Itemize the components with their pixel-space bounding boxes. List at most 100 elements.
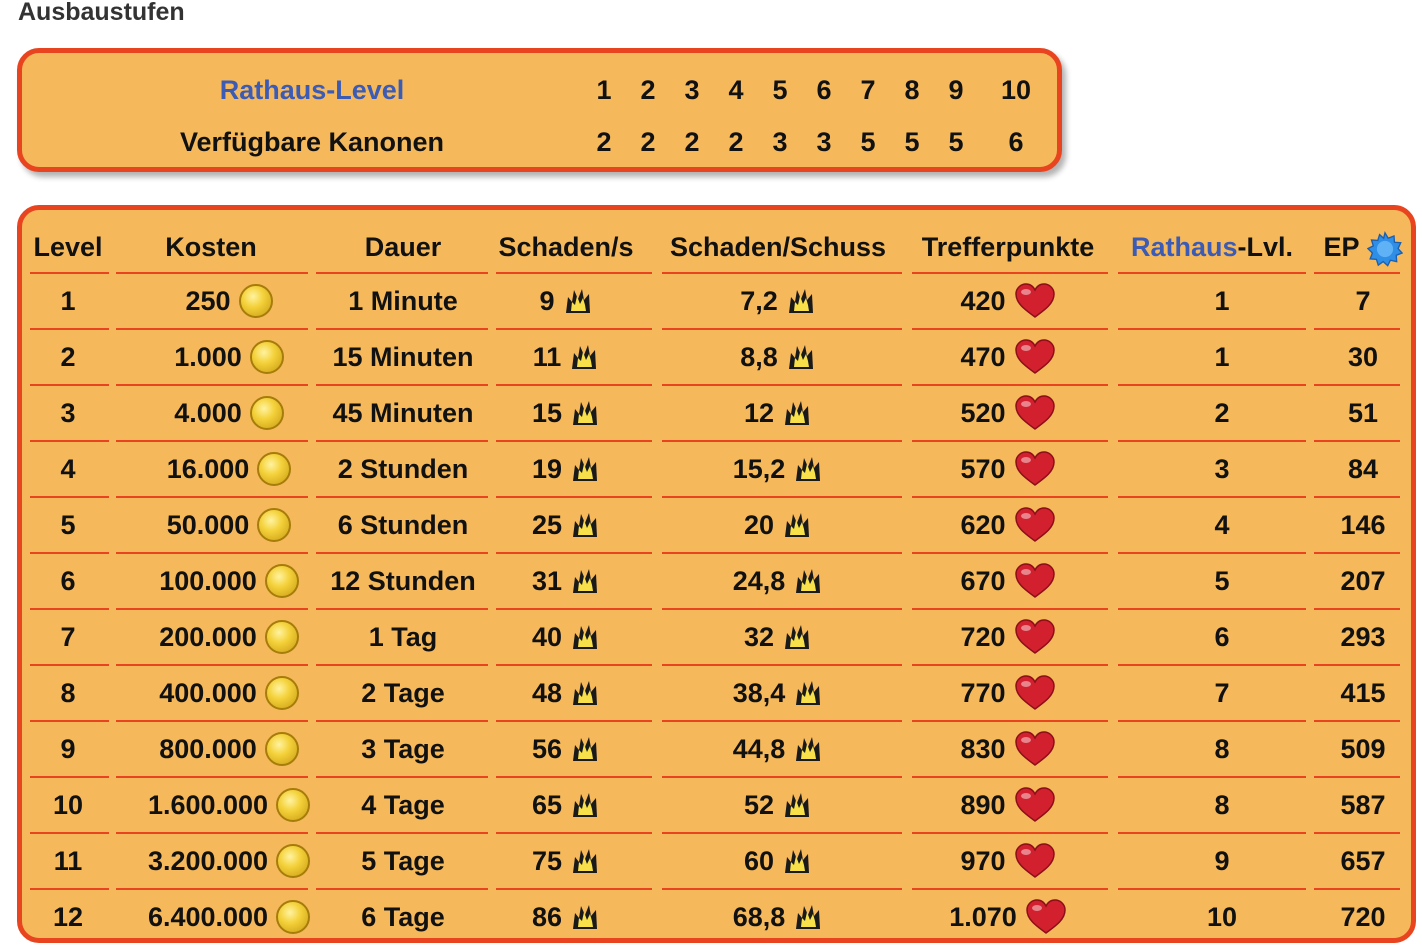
cell-ep: 415 <box>1312 666 1414 720</box>
cell-kosten: 250 <box>114 274 344 328</box>
cell-value: 8 <box>1214 734 1230 764</box>
cell-trefferpunkte: 620 <box>908 498 1108 552</box>
town-hall-level-value: 10 <box>1000 75 1032 105</box>
cell-rathaus: 5 <box>1112 554 1332 608</box>
cell-level: 9 <box>22 722 114 776</box>
row-divider <box>662 328 902 330</box>
cell-schaden-s: 15 <box>488 386 644 440</box>
row-divider <box>912 888 1108 890</box>
cell-rathaus: 9 <box>1112 834 1332 888</box>
row-divider <box>912 552 1108 554</box>
cell-schaden-s: 19 <box>488 442 644 496</box>
town-hall-level-link[interactable]: Rathaus-Level <box>219 75 405 105</box>
cell-schaden-schuss: 7,2 <box>658 274 898 328</box>
heart-icon <box>1014 563 1055 598</box>
cell-schaden-s: 48 <box>488 666 644 720</box>
row-divider <box>316 720 488 722</box>
cell-rathaus: 6 <box>1112 610 1332 664</box>
cell-dauer: 2 Tage <box>308 666 498 720</box>
header-ep-label: EP <box>1323 232 1359 262</box>
gold-coin-icon <box>276 788 311 822</box>
row-divider <box>116 328 308 330</box>
available-cannons-value: 5 <box>904 127 920 157</box>
row-divider <box>30 664 109 666</box>
cell-value: 10 <box>1206 902 1238 932</box>
rathaus-link[interactable]: Rathaus <box>1130 232 1238 262</box>
heart-icon <box>1014 619 1055 654</box>
gold-coin-icon <box>249 396 284 430</box>
available-cannons-value: 6 <box>1008 127 1024 157</box>
cell-dauer: 1 Minute <box>308 274 498 328</box>
table-row: 1 250 1 Minute 9 7,2 420 1 7 <box>22 272 1411 328</box>
available-cannons-value: 5 <box>948 127 964 157</box>
cell-value: 415 <box>1340 678 1386 708</box>
row-divider <box>912 328 1108 330</box>
row-divider <box>912 384 1108 386</box>
row-divider <box>912 496 1108 498</box>
cell-value: 207 <box>1340 566 1386 596</box>
cell-ep: 720 <box>1312 890 1414 944</box>
row-divider <box>116 496 308 498</box>
row-divider <box>30 832 109 834</box>
damage-flame-icon <box>785 401 810 425</box>
header-schaden-schuss: Schaden/Schuss <box>669 232 887 262</box>
cell-ep: 509 <box>1312 722 1414 776</box>
cell-value: 657 <box>1340 846 1386 876</box>
cell-rathaus: 1 <box>1112 274 1332 328</box>
cell-value: 6 <box>60 566 76 596</box>
cell-value: 4 <box>1214 510 1230 540</box>
row-divider <box>30 328 109 330</box>
row-divider <box>116 832 308 834</box>
header-rathaus-lvl-suffix: -Lvl. <box>1237 232 1294 262</box>
row-divider <box>662 832 902 834</box>
damage-flame-icon <box>796 737 821 761</box>
gold-coin-icon <box>264 676 299 710</box>
gold-coin-icon <box>238 284 273 318</box>
row-divider <box>496 552 652 554</box>
cell-value: 420 <box>960 286 1006 316</box>
cell-value: 3 <box>60 398 76 428</box>
cell-value: 1 Tag <box>368 622 438 652</box>
row-divider <box>116 272 308 274</box>
row-divider <box>116 608 308 610</box>
damage-flame-icon <box>573 625 598 649</box>
damage-flame-icon <box>788 345 813 369</box>
cell-value: 7,2 <box>740 286 778 316</box>
cell-value: 146 <box>1340 510 1386 540</box>
cell-schaden-schuss: 38,4 <box>658 666 898 720</box>
row-divider <box>30 608 109 610</box>
cell-value: 10 <box>52 790 84 820</box>
cell-value: 8,8 <box>740 342 778 372</box>
cell-kosten: 3.200.000 <box>114 834 344 888</box>
cell-schaden-s: 56 <box>488 722 644 776</box>
cell-value: 11 <box>532 342 562 372</box>
cell-kosten: 6.400.000 <box>114 890 344 944</box>
row-divider <box>662 552 902 554</box>
cell-trefferpunkte: 970 <box>908 834 1108 888</box>
cell-rathaus: 3 <box>1112 442 1332 496</box>
row-divider <box>316 552 488 554</box>
heart-icon <box>1026 899 1066 934</box>
cell-value: 25 <box>531 510 563 540</box>
cell-value: 200.000 <box>159 622 257 652</box>
row-divider <box>1118 384 1306 386</box>
cell-value: 51 <box>1347 398 1379 428</box>
cell-value: 570 <box>960 454 1006 484</box>
cell-value: 6.400.000 <box>147 902 269 932</box>
row-divider <box>1314 664 1400 666</box>
row-divider <box>116 384 308 386</box>
heart-icon <box>1014 451 1055 486</box>
experience-star-icon <box>1366 230 1403 267</box>
gold-coin-icon <box>264 732 299 766</box>
summary-label-town-hall-level[interactable]: Rathaus-Level <box>22 70 602 110</box>
damage-flame-icon <box>573 681 598 705</box>
row-divider <box>496 608 652 610</box>
town-hall-summary-panel: Rathaus-Level 1 2 3 4 5 6 7 8 9 10 Verfügbare Kan… <box>17 48 1062 172</box>
cell-kosten: 200.000 <box>114 610 344 664</box>
row-divider <box>496 832 652 834</box>
cell-trefferpunkte: 890 <box>908 778 1108 832</box>
cell-value: 720 <box>1340 902 1386 932</box>
cell-value: 15,2 <box>732 454 786 484</box>
cell-dauer: 3 Tage <box>308 722 498 776</box>
